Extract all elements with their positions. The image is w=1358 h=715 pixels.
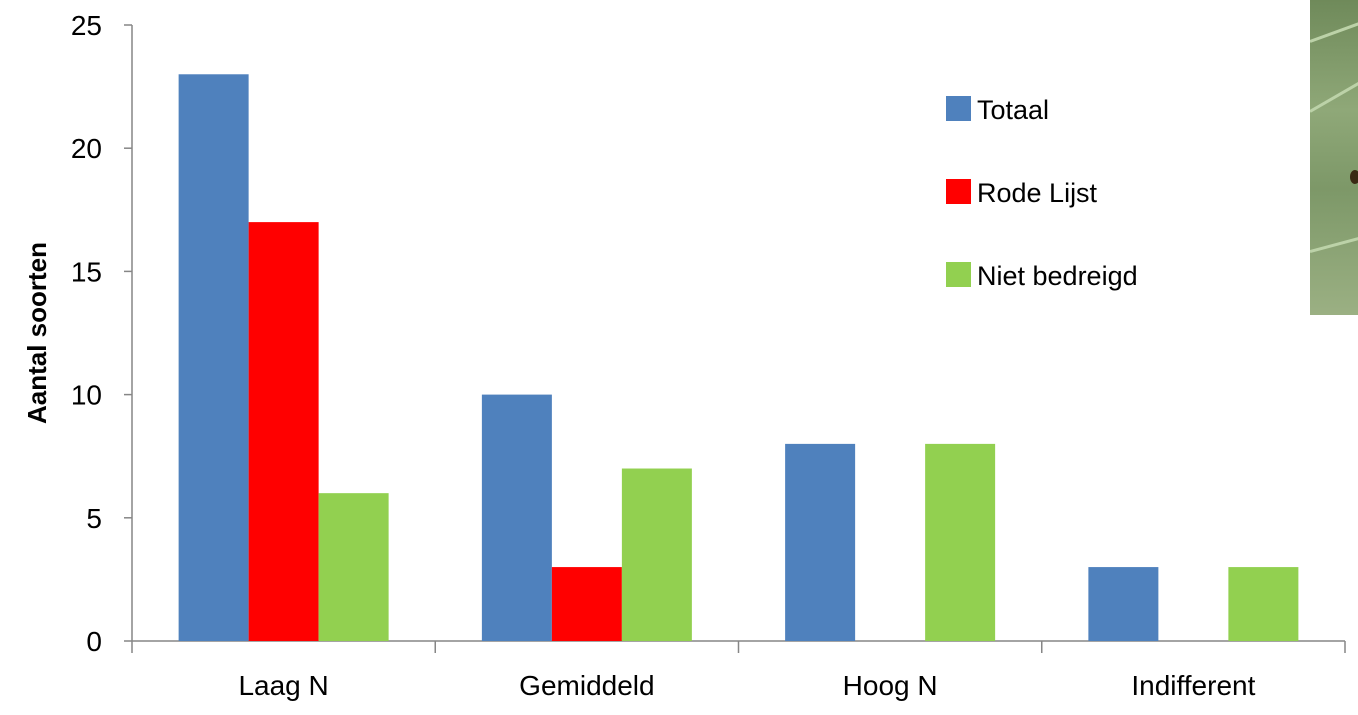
legend-label: Totaal (977, 95, 1049, 125)
legend-label: Niet bedreigd (977, 261, 1138, 291)
y-tick-label: 0 (86, 626, 102, 657)
bar-rode-lijst (551, 567, 622, 641)
legend-swatch (946, 262, 971, 287)
x-tick-label: Gemiddeld (519, 670, 654, 701)
y-tick-label: 20 (71, 133, 102, 164)
x-tick-label: Hoog N (843, 670, 938, 701)
y-axis-title: Aantal soorten (22, 242, 52, 424)
bar-rode-lijst (248, 222, 319, 641)
plant-photo-icon (1310, 0, 1358, 315)
legend-label: Rode Lijst (977, 178, 1098, 208)
bar-totaal (178, 74, 249, 641)
y-tick-label: 25 (71, 10, 102, 41)
y-tick-label: 5 (86, 503, 102, 534)
y-tick-label: 10 (71, 380, 102, 411)
bar-niet-bedreigd (1228, 567, 1299, 641)
bar-niet-bedreigd (318, 493, 389, 641)
bar-niet-bedreigd (621, 468, 692, 641)
y-tick-label: 15 (71, 256, 102, 287)
x-tick-label: Indifferent (1131, 670, 1255, 701)
legend-swatch (946, 179, 971, 204)
bar-totaal (1088, 567, 1159, 641)
bar-totaal (785, 443, 856, 641)
legend-swatch (946, 96, 971, 121)
x-tick-label: Laag N (238, 670, 328, 701)
bar-totaal (481, 394, 552, 641)
bar-niet-bedreigd (925, 443, 996, 641)
